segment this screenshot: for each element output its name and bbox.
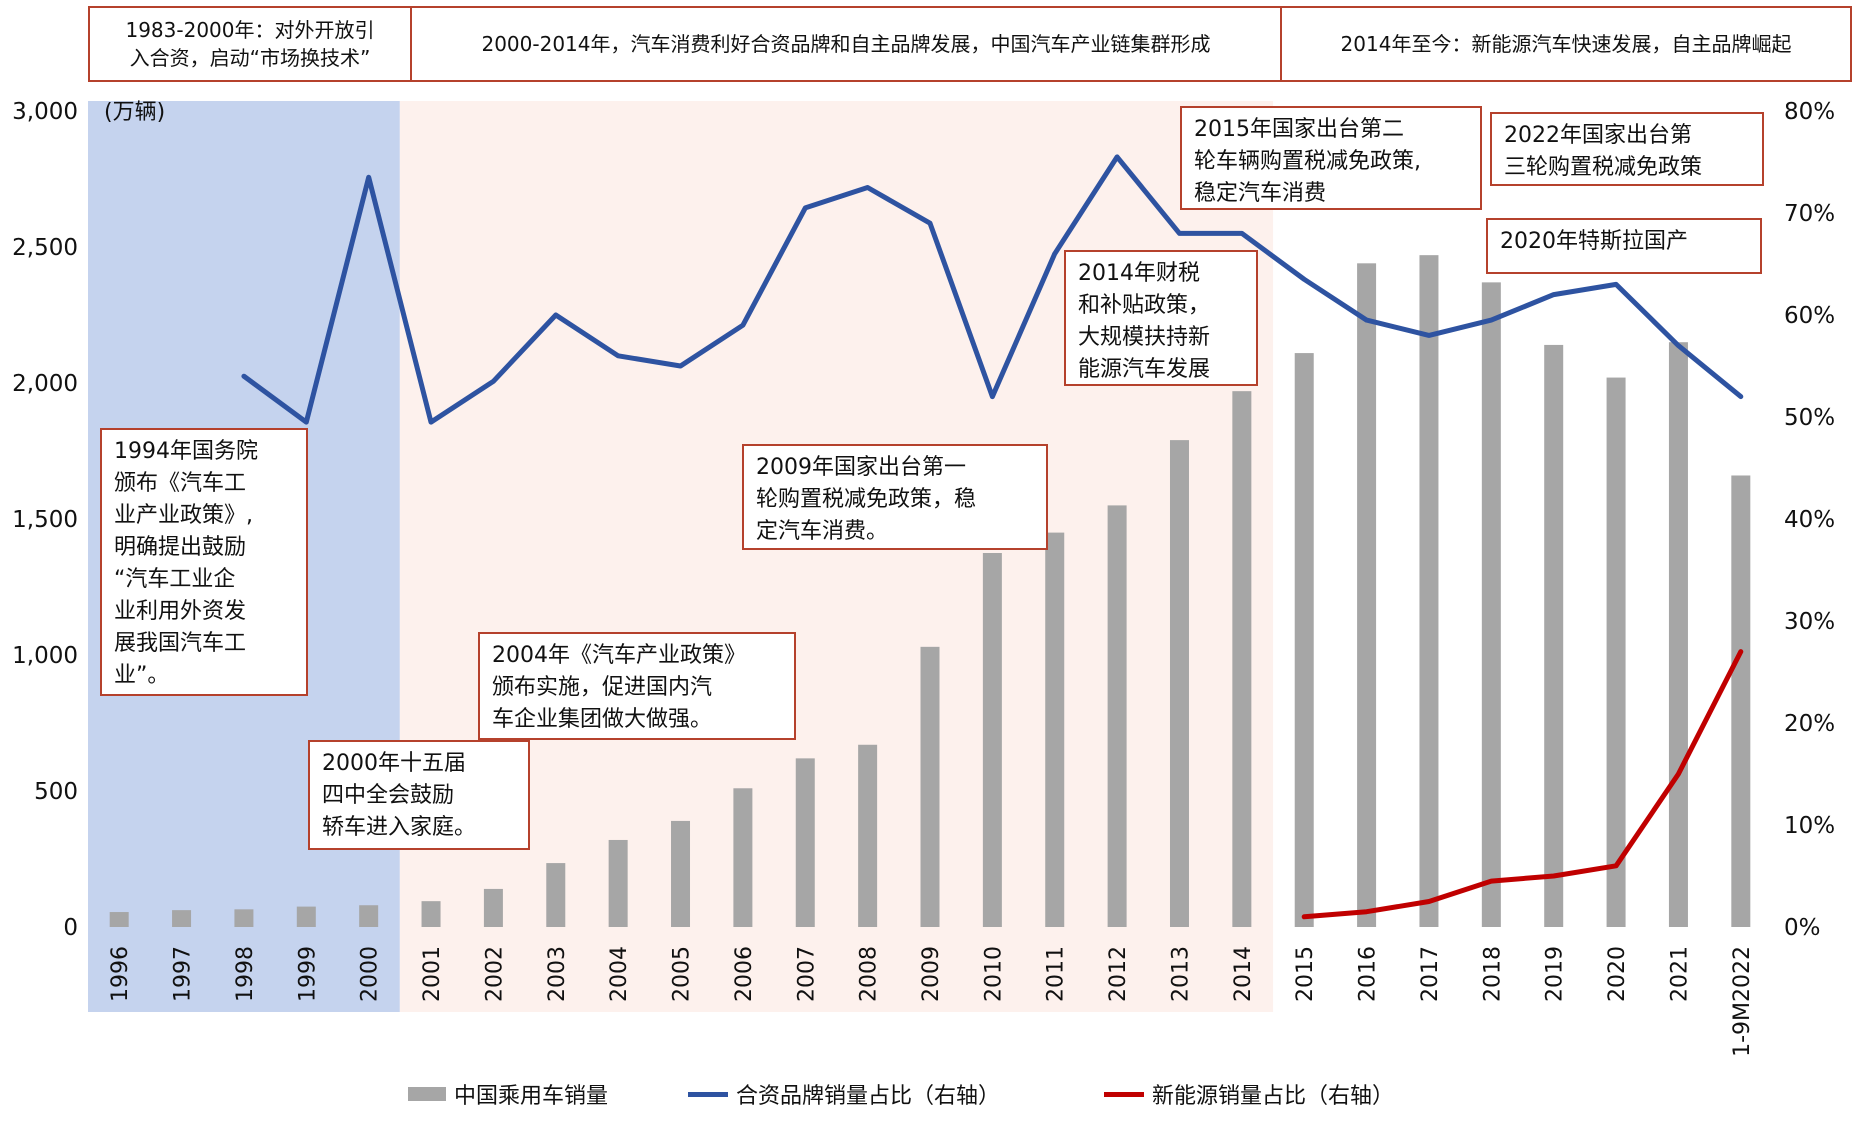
bar xyxy=(733,788,753,927)
legend-label-sales: 中国乘用车销量 xyxy=(454,1084,609,1109)
x-tick-label: 1996 xyxy=(108,946,133,1002)
bar xyxy=(359,905,379,927)
y-right-tick-label: 40% xyxy=(1784,507,1835,533)
x-tick-label: 2014 xyxy=(1231,946,1256,1002)
x-tick-label: 2004 xyxy=(607,946,632,1002)
bar xyxy=(671,820,691,927)
legend-item-sales: 中国乘用车销量 xyxy=(408,1078,608,1110)
bar xyxy=(1294,353,1314,928)
y-right-tick-label: 0% xyxy=(1784,915,1821,941)
x-tick-label: 1998 xyxy=(233,946,258,1002)
y-left-tick-label: 0 xyxy=(63,915,78,941)
legend-item-jv-share: 合资品牌销量占比（右轴） xyxy=(688,1078,1000,1110)
annotation-2020: 2020年特斯拉国产 xyxy=(1486,218,1762,274)
period-1983-2000: 1983-2000年：对外开放引 入合资，启动“市场换技术” xyxy=(88,6,412,82)
x-tick-label: 2012 xyxy=(1106,946,1131,1002)
bar xyxy=(1045,532,1065,927)
x-tick-label: 2005 xyxy=(670,946,695,1002)
y-right-tick-label: 70% xyxy=(1784,201,1835,227)
y-right-tick-label: 50% xyxy=(1784,405,1835,431)
y-right-tick-label: 20% xyxy=(1784,711,1835,737)
x-tick-label: 2010 xyxy=(981,946,1006,1002)
x-tick-label: 2019 xyxy=(1543,946,1568,1002)
legend-blue-swatch xyxy=(688,1091,728,1097)
bar xyxy=(1606,377,1626,927)
bar xyxy=(421,901,441,927)
bar xyxy=(1668,342,1688,927)
annotation-2000: 2000年十五届 四中全会鼓励 轿车进入家庭。 xyxy=(308,740,530,850)
bar xyxy=(1107,505,1127,927)
x-tick-label: 2003 xyxy=(545,946,570,1002)
bar xyxy=(858,744,878,927)
period-2000-2014: 2000-2014年，汽车消费利好合资品牌和自主品牌发展，中国汽车产业链集群形成 xyxy=(410,6,1282,82)
x-tick-label: 2008 xyxy=(857,946,882,1002)
x-tick-label: 2011 xyxy=(1044,946,1069,1002)
bar xyxy=(1481,282,1501,927)
annotation-2014: 2014年财税 和补贴政策， 大规模扶持新 能源汽车发展 xyxy=(1064,250,1258,386)
x-tick-label: 2013 xyxy=(1168,946,1193,1002)
bar xyxy=(1419,255,1439,927)
bar xyxy=(234,909,254,927)
x-tick-label: 1997 xyxy=(171,946,196,1002)
x-tick-label: 2009 xyxy=(919,946,944,1002)
annotation-2004: 2004年《汽车产业政策》 颁布实施，促进国内汽 车企业集团做大做强。 xyxy=(478,632,796,740)
period-band-2000-2014 xyxy=(399,101,1274,1012)
annotation-2009: 2009年国家出台第一 轮购置税减免政策，稳 定汽车消费。 xyxy=(742,444,1048,550)
x-tick-label: 2020 xyxy=(1605,946,1630,1002)
nev-share-line xyxy=(1301,649,1744,920)
annotation-1994: 1994年国务院 颁布《汽车工 业产业政策》, 明确提出鼓励 “汽车工业企 业利… xyxy=(100,428,308,696)
bar xyxy=(172,910,192,927)
legend-label-nev-share: 新能源销量占比（右轴） xyxy=(1152,1084,1395,1109)
x-tick-label: 2000 xyxy=(358,946,383,1002)
period-2014-now: 2014年至今：新能源汽车快速发展，自主品牌崛起 xyxy=(1280,6,1852,82)
y-right-tick-label: 30% xyxy=(1784,609,1835,635)
y-right-tick-label: 80% xyxy=(1784,99,1835,125)
bar xyxy=(546,863,566,927)
legend-red-swatch xyxy=(1104,1091,1144,1097)
bar xyxy=(795,758,815,927)
bar xyxy=(109,912,129,927)
bar xyxy=(483,888,503,927)
legend-bar-swatch xyxy=(408,1087,446,1101)
x-tick-label: 1999 xyxy=(295,946,320,1002)
bar xyxy=(1544,344,1564,927)
y-left-tick-label: 1,000 xyxy=(12,643,78,669)
y-left-unit-label: (万辆) xyxy=(104,100,165,125)
y-left-tick-label: 1,500 xyxy=(12,507,78,533)
y-right-tick-label: 10% xyxy=(1784,813,1835,839)
x-tick-label: 2015 xyxy=(1293,946,1318,1002)
x-tick-label: 2021 xyxy=(1667,946,1692,1002)
x-tick-label: 2018 xyxy=(1480,946,1505,1002)
y-right-tick-label: 60% xyxy=(1784,303,1835,329)
x-tick-label: 2007 xyxy=(794,946,819,1002)
annotation-2022: 2022年国家出台第 三轮购置税减免政策 xyxy=(1490,112,1764,186)
bar xyxy=(920,646,940,927)
annotation-2015: 2015年国家出台第二 轮车辆购置税减免政策, 稳定汽车消费 xyxy=(1180,106,1482,210)
legend-label-jv-share: 合资品牌销量占比（右轴） xyxy=(736,1084,1001,1109)
x-tick-label: 2006 xyxy=(732,946,757,1002)
bar xyxy=(608,839,628,927)
y-left-tick-label: 2,500 xyxy=(12,235,78,261)
bar xyxy=(1357,263,1377,927)
bar xyxy=(982,553,1002,927)
bar xyxy=(1169,440,1189,927)
bar xyxy=(1731,475,1751,927)
jv-share-line xyxy=(241,154,1744,425)
x-tick-label: 2016 xyxy=(1356,946,1381,1002)
y-left-tick-label: 3,000 xyxy=(12,99,78,125)
bar xyxy=(296,906,316,927)
x-tick-label: 2002 xyxy=(482,946,507,1002)
legend-item-nev-share: 新能源销量占比（右轴） xyxy=(1104,1078,1394,1110)
y-left-tick-label: 500 xyxy=(34,779,78,805)
x-tick-label: 2017 xyxy=(1418,946,1443,1002)
x-tick-label: 1-9M2022 xyxy=(1730,946,1755,1057)
x-tick-label: 2001 xyxy=(420,946,445,1002)
bar xyxy=(1232,391,1252,927)
y-left-tick-label: 2,000 xyxy=(12,371,78,397)
